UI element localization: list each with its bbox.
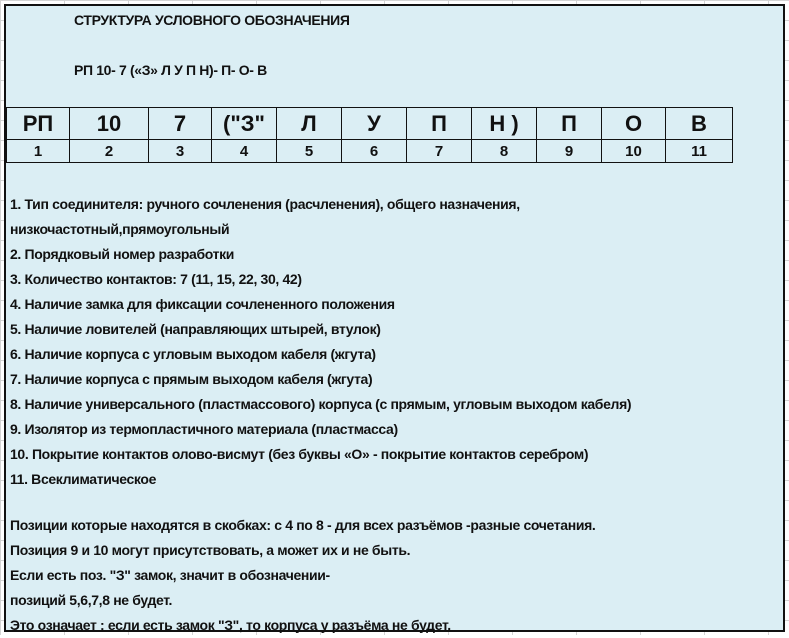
list-item: 4. Наличие замка для фиксации сочлененно…: [10, 296, 395, 312]
position-cell: 5: [276, 139, 342, 163]
position-cell: 9: [536, 139, 602, 163]
list-item: 6. Наличие корпуса с угловым выходом каб…: [10, 346, 376, 362]
position-cell: 2: [69, 139, 149, 163]
structure-table: РП 10 7 ("З" Л У П Н ) П О В 1 2 3 4 5 6 7 8 9 10 11: [6, 107, 733, 163]
list-item: 7. Наличие корпуса с прямым выходом кабе…: [10, 371, 373, 387]
position-cell: 11: [665, 139, 733, 163]
symbols-row: РП 10 7 ("З" Л У П Н ) П О В: [6, 107, 733, 140]
list-item: 8. Наличие универсального (пластмассовог…: [10, 396, 632, 412]
symbol-cell: 7: [148, 107, 212, 140]
position-cell: 1: [6, 139, 70, 163]
list-item: 1. Тип соединителя: ручного сочленения (…: [10, 196, 520, 212]
list-item: 9. Изолятор из термопластичного материал…: [10, 421, 398, 437]
items-list: 1. Тип соединителя: ручного сочленения (…: [10, 192, 632, 492]
list-item: 3. Количество контактов: 7 (11, 15, 22, …: [10, 271, 302, 287]
symbol-cell: ("З": [211, 107, 277, 140]
position-cell: 10: [601, 139, 666, 163]
position-cell: 6: [341, 139, 407, 163]
position-cell: 8: [471, 139, 537, 163]
position-cell: 7: [406, 139, 472, 163]
list-item: низкочастотный,прямоугольный: [10, 221, 230, 237]
page-title: СТРУКТУРА УСЛОВНОГО ОБОЗНАЧЕНИЯ: [74, 12, 350, 28]
symbol-cell: В: [665, 107, 733, 140]
symbol-cell: П: [536, 107, 602, 140]
symbol-cell: 10: [69, 107, 149, 140]
symbol-cell: Л: [276, 107, 342, 140]
symbol-cell: П: [406, 107, 472, 140]
symbol-cell: У: [341, 107, 407, 140]
note-line: Это означает : если есть замок "З", то к…: [10, 617, 451, 633]
position-cell: 3: [148, 139, 212, 163]
note-line: Позиция 9 и 10 могут присутствовать, а м…: [10, 542, 411, 558]
list-item: 5. Наличие ловителей (направляющих штыре…: [10, 321, 381, 337]
list-item: 2. Порядковый номер разработки: [10, 246, 235, 262]
symbol-cell: РП: [6, 107, 70, 140]
content-box: СТРУКТУРА УСЛОВНОГО ОБОЗНАЧЕНИЯ РП 10- 7…: [4, 4, 785, 633]
list-item: 11. Всеклиматическое: [10, 471, 157, 487]
designation: РП 10- 7 («З» Л У П Н)- П- О- В: [74, 62, 267, 78]
note-line: Позиции которые находятся в скобках: с 4…: [10, 517, 596, 533]
notes: Позиции которые находятся в скобках: с 4…: [10, 513, 596, 638]
note-line: Если есть поз. "З" замок, значит в обозн…: [10, 567, 330, 583]
symbol-cell: О: [601, 107, 666, 140]
list-item: 10. Покрытие контактов олово-висмут (без…: [10, 446, 589, 462]
symbol-cell: Н ): [471, 107, 537, 140]
note-line: позиций 5,6,7,8 не будет.: [10, 592, 173, 608]
position-cell: 4: [211, 139, 277, 163]
positions-row: 1 2 3 4 5 6 7 8 9 10 11: [6, 139, 733, 163]
